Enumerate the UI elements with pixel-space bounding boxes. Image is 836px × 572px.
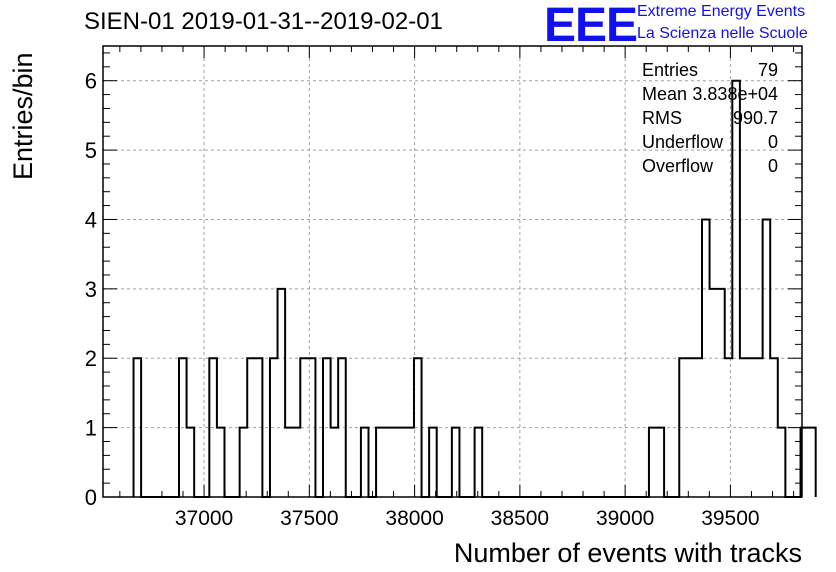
x-tick-label: 37000 xyxy=(175,507,233,530)
histogram-bin xyxy=(384,428,392,497)
y-tick-label: 6 xyxy=(85,69,97,94)
histogram-bin xyxy=(293,428,301,497)
histogram-bin xyxy=(399,428,407,497)
stat-value: 990.7 xyxy=(732,108,778,128)
y-axis-label: Entries/bin xyxy=(8,52,38,180)
x-tick-label: 38000 xyxy=(385,507,443,530)
plot-frame xyxy=(102,45,803,498)
histogram-bin xyxy=(710,289,718,497)
histogram-bin xyxy=(406,428,414,497)
y-tick-label: 0 xyxy=(85,485,97,510)
stat-value: 3.838e+04 xyxy=(692,84,778,104)
histogram-bin xyxy=(331,428,339,497)
histogram-bin xyxy=(187,428,195,497)
stat-overflow: Overflow 0 xyxy=(642,156,778,180)
histogram-bin xyxy=(808,428,816,497)
histogram-bin xyxy=(717,289,725,497)
y-tick-label: 3 xyxy=(85,277,97,302)
y-tick-label: 4 xyxy=(85,207,97,232)
x-tick-label: 39500 xyxy=(701,507,759,530)
histogram-bin xyxy=(217,428,225,497)
histogram-bin xyxy=(778,428,786,497)
eee-logo: EEE xyxy=(544,0,638,52)
stat-mean: Mean 3.838e+04 xyxy=(642,84,778,108)
y-tick-label: 5 xyxy=(85,138,97,163)
logo-caption-line2: La Scienza nelle Scuole xyxy=(637,25,808,42)
histogram-bin xyxy=(452,428,460,497)
histogram-bin xyxy=(657,428,665,497)
stat-label: Underflow xyxy=(642,132,724,152)
histogram-bin xyxy=(391,428,399,497)
histogram-bin xyxy=(361,428,369,497)
stat-entries: Entries 79 xyxy=(642,60,778,84)
stat-rms: RMS 990.7 xyxy=(642,108,778,132)
stat-value: 0 xyxy=(767,132,778,152)
stat-value: 0 xyxy=(767,156,778,176)
histogram-bin xyxy=(376,428,384,497)
histogram-bin xyxy=(429,428,437,497)
histogram-bin xyxy=(285,428,293,497)
stat-label: Overflow xyxy=(642,156,714,176)
x-tick-label: 38500 xyxy=(491,507,549,530)
stat-underflow: Underflow 0 xyxy=(642,132,778,156)
stat-value: 79 xyxy=(757,60,778,80)
stats-box: Entries 79 Mean 3.838e+04 RMS 990.7 Unde… xyxy=(642,60,778,180)
x-tick-label: 39000 xyxy=(596,507,654,530)
stat-label: RMS xyxy=(642,108,682,128)
stat-label: Entries xyxy=(642,60,699,80)
histogram-bin xyxy=(278,289,286,497)
y-tick-label: 2 xyxy=(85,346,97,371)
histogram-bin xyxy=(649,428,657,497)
histogram-bin xyxy=(240,428,248,497)
x-axis-label: Number of events with tracks xyxy=(453,538,802,568)
histogram-bin xyxy=(475,428,483,497)
logo-caption-line1: Extreme Energy Events xyxy=(637,3,806,20)
stat-label: Mean xyxy=(642,84,688,104)
y-tick-label: 1 xyxy=(85,416,97,441)
x-tick-label: 37500 xyxy=(280,507,338,530)
chart-title: SIEN-01 2019-01-31--2019-02-01 xyxy=(84,8,443,35)
